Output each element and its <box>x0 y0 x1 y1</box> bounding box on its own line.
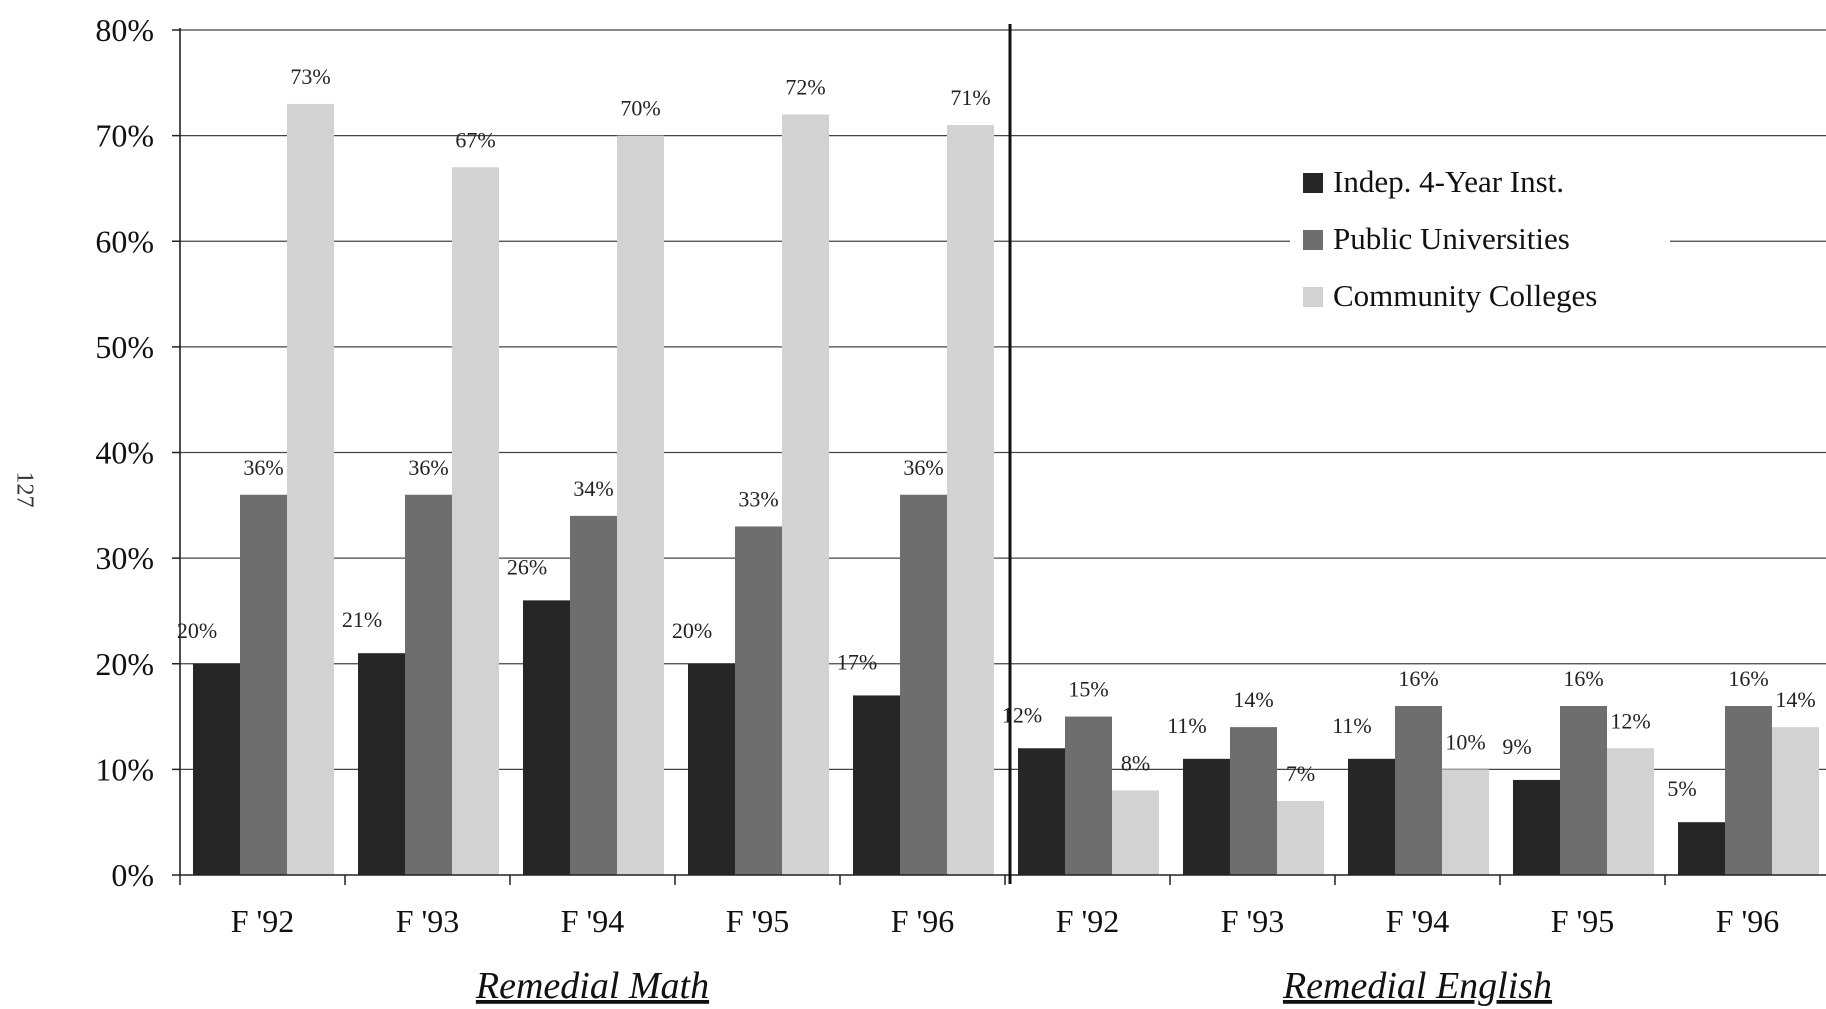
bar <box>1560 706 1607 875</box>
category-label: F '96 <box>1716 903 1780 939</box>
data-label: 14% <box>1775 687 1815 712</box>
group-label: Remedial English <box>1282 965 1552 1007</box>
data-label: 12% <box>1002 702 1042 727</box>
bar <box>1018 748 1065 875</box>
data-label: 5% <box>1667 776 1696 801</box>
category-label: F '92 <box>1056 903 1120 939</box>
data-label: 70% <box>620 96 660 121</box>
legend-swatch <box>1303 230 1323 250</box>
y-tick-label: 10% <box>95 751 154 787</box>
data-label: 11% <box>1167 713 1207 738</box>
bar <box>617 135 664 875</box>
data-label: 17% <box>837 649 877 674</box>
data-labels: 20% 36% 73% 21% 36% 67% 26% 34% 70% 20% 33% 72% 17% 3… <box>177 64 1816 801</box>
data-label: 33% <box>738 486 778 511</box>
bar <box>782 114 829 875</box>
category-label: F '93 <box>1221 903 1285 939</box>
legend-label: Indep. 4-Year Inst. <box>1333 164 1564 199</box>
y-tick-label: 70% <box>95 118 154 154</box>
y-tick-label: 30% <box>95 540 154 576</box>
bar <box>1112 790 1159 875</box>
bar <box>358 653 405 875</box>
data-label: 15% <box>1068 677 1108 702</box>
bars <box>193 103 1819 875</box>
bar <box>193 663 240 875</box>
data-label: 34% <box>573 476 613 501</box>
group-label: Remedial Math <box>475 965 709 1007</box>
bar <box>287 103 334 875</box>
bar <box>688 663 735 875</box>
data-label: 16% <box>1563 666 1603 691</box>
bar <box>1348 758 1395 875</box>
data-label: 14% <box>1233 687 1273 712</box>
bar <box>735 526 782 875</box>
bar <box>1772 727 1819 875</box>
data-label: 20% <box>672 618 712 643</box>
data-label: 73% <box>290 64 330 89</box>
bar <box>1065 716 1112 875</box>
data-label: 36% <box>243 455 283 480</box>
data-label: 10% <box>1445 729 1485 754</box>
legend-swatch <box>1303 173 1323 193</box>
data-label: 7% <box>1286 761 1315 786</box>
axes: 0% 10% 20% 30% 40% 50% 60% 70% 80% F '92 F '93 F '9… <box>95 12 1826 1007</box>
category-label: F '95 <box>726 903 790 939</box>
data-label: 67% <box>455 127 495 152</box>
data-label: 8% <box>1121 751 1150 776</box>
bar <box>947 125 994 875</box>
bar <box>1513 779 1560 875</box>
bar <box>405 494 452 875</box>
bar <box>1725 706 1772 875</box>
y-tick-label: 50% <box>95 329 154 365</box>
bar <box>1183 758 1230 875</box>
data-label: 16% <box>1728 666 1768 691</box>
data-label: 21% <box>342 607 382 632</box>
data-label: 72% <box>785 75 825 100</box>
legend-box <box>1290 150 1670 325</box>
bar <box>1395 706 1442 875</box>
data-label: 26% <box>507 554 547 579</box>
y-tick-label: 60% <box>95 223 154 259</box>
data-label: 20% <box>177 618 217 643</box>
data-label: 36% <box>408 455 448 480</box>
data-label: 16% <box>1398 666 1438 691</box>
data-label: 36% <box>903 455 943 480</box>
y-tick-label: 0% <box>111 857 154 893</box>
legend-label: Public Universities <box>1333 221 1570 256</box>
legend-label: Community Colleges <box>1333 278 1597 313</box>
bar <box>240 494 287 875</box>
data-label: 12% <box>1610 708 1650 733</box>
y-tick-label: 20% <box>95 646 154 682</box>
y-tick-label: 80% <box>95 12 154 48</box>
bar <box>570 515 617 875</box>
y-tick-label: 40% <box>95 435 154 471</box>
legend-swatch <box>1303 287 1323 307</box>
bar <box>1277 801 1324 875</box>
legend: Indep. 4-Year Inst. Public Universities Co… <box>1290 150 1670 325</box>
bar <box>1678 822 1725 875</box>
category-label: F '94 <box>1386 903 1450 939</box>
data-label: 9% <box>1502 734 1531 759</box>
bar <box>900 494 947 875</box>
bar <box>523 600 570 875</box>
bar <box>853 695 900 875</box>
data-label: 11% <box>1332 713 1372 738</box>
category-label: F '94 <box>561 903 625 939</box>
data-label: 71% <box>950 85 990 110</box>
bar <box>452 167 499 875</box>
bar <box>1442 769 1489 875</box>
bar <box>1230 727 1277 875</box>
category-label: F '93 <box>396 903 460 939</box>
category-label: F '92 <box>231 903 295 939</box>
bar <box>1607 748 1654 875</box>
category-label: F '95 <box>1551 903 1615 939</box>
category-label: F '96 <box>891 903 955 939</box>
